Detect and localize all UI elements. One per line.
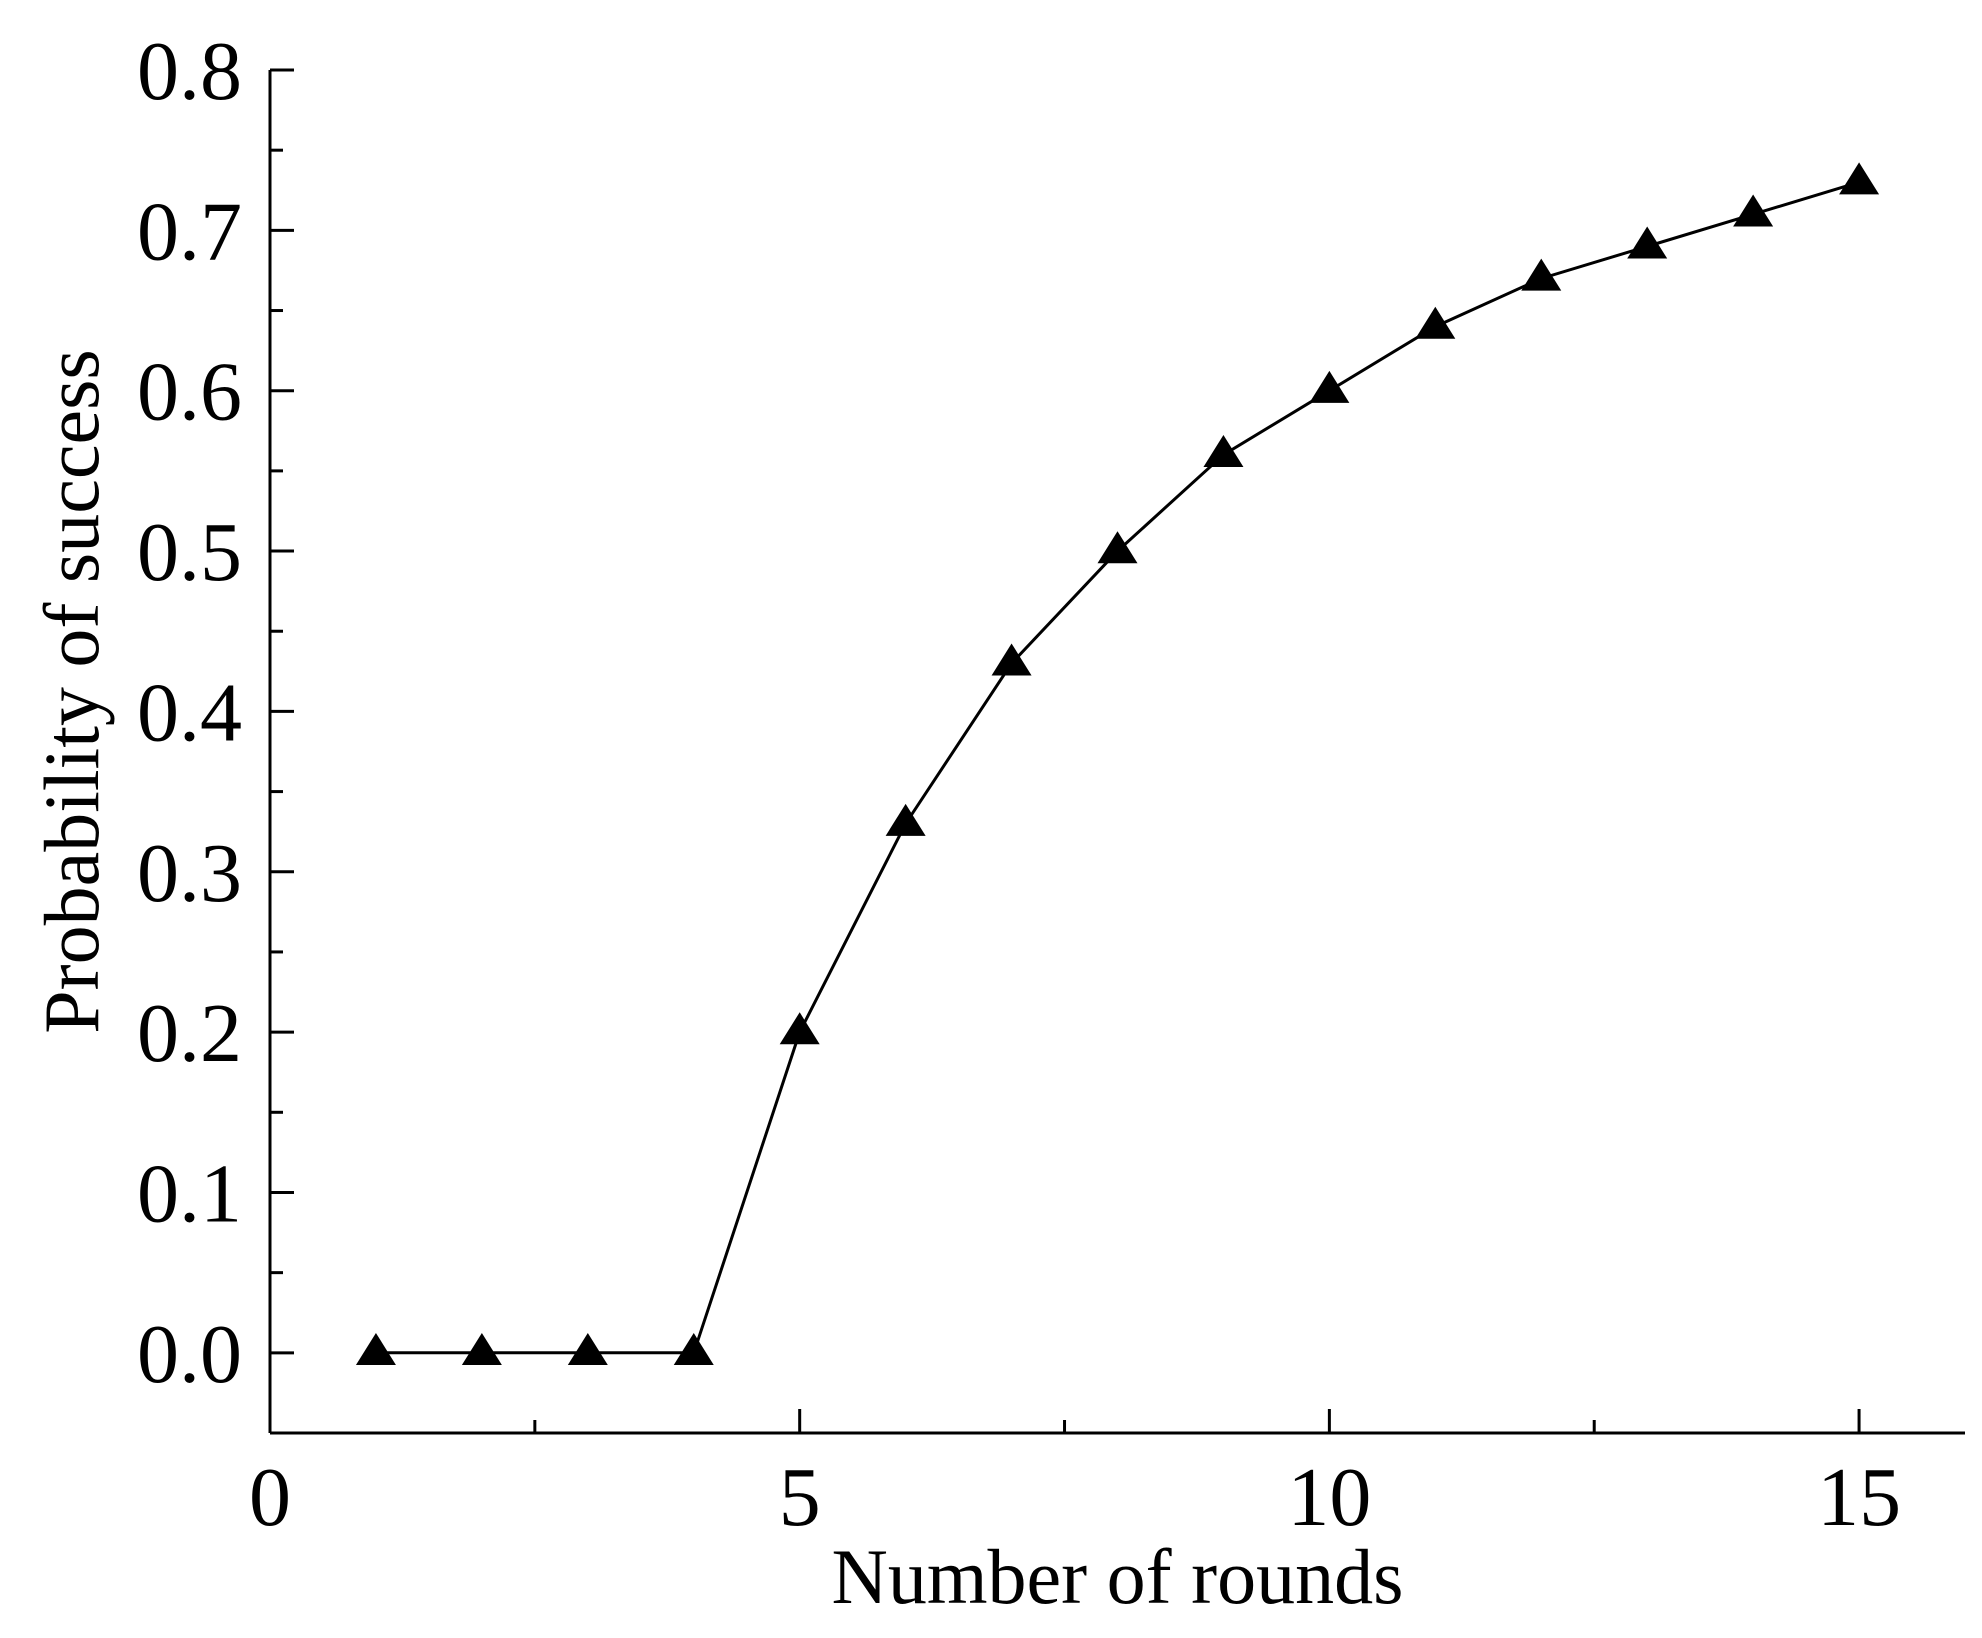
y-tick-label: 0.3 [137, 827, 242, 920]
data-point-triangle [1203, 435, 1244, 468]
y-tick-label: 0.4 [137, 666, 242, 759]
y-tick-label: 0.1 [137, 1147, 242, 1240]
data-point-triangle [1839, 162, 1880, 195]
y-tick-label: 0.7 [137, 185, 242, 278]
x-tick-label: 15 [1817, 1451, 1901, 1544]
data-point-triangle [673, 1332, 714, 1365]
data-point-triangle [1309, 370, 1350, 403]
axes [268, 70, 1965, 1435]
x-tick-label: 0 [249, 1451, 291, 1544]
ticks [268, 68, 1861, 1433]
y-tick-label: 0.0 [137, 1308, 242, 1401]
y-axis-title: Probability of success [28, 349, 115, 1034]
y-tick-label: 0.2 [137, 987, 242, 1080]
data-point-triangle [355, 1332, 396, 1365]
data-point-triangle [1627, 226, 1668, 259]
x-tick-label: 10 [1287, 1451, 1371, 1544]
data-point-triangle [991, 643, 1032, 676]
series-markers [355, 162, 1880, 1365]
y-tick-label: 0.6 [137, 346, 242, 439]
data-point-triangle [1521, 258, 1562, 291]
data-point-triangle [1415, 306, 1456, 339]
data-point-triangle [1097, 531, 1138, 564]
data-point-triangle [461, 1332, 502, 1365]
data-point-triangle [779, 1012, 820, 1045]
y-tick-label: 0.5 [137, 506, 242, 599]
y-tick-label: 0.8 [137, 25, 242, 118]
data-point-triangle [885, 803, 926, 836]
series-line-group [375, 180, 1860, 1355]
series-line [375, 180, 1860, 1355]
x-tick-label: 5 [779, 1451, 821, 1544]
data-point-triangle [567, 1332, 608, 1365]
x-axis-title: Number of rounds [832, 1533, 1404, 1620]
data-point-triangle [1733, 194, 1774, 227]
tick-labels: 0.0 0.1 0.2 0.3 0.4 0.5 0.6 0.7 0.8 0 5 10 15 [137, 25, 1901, 1544]
